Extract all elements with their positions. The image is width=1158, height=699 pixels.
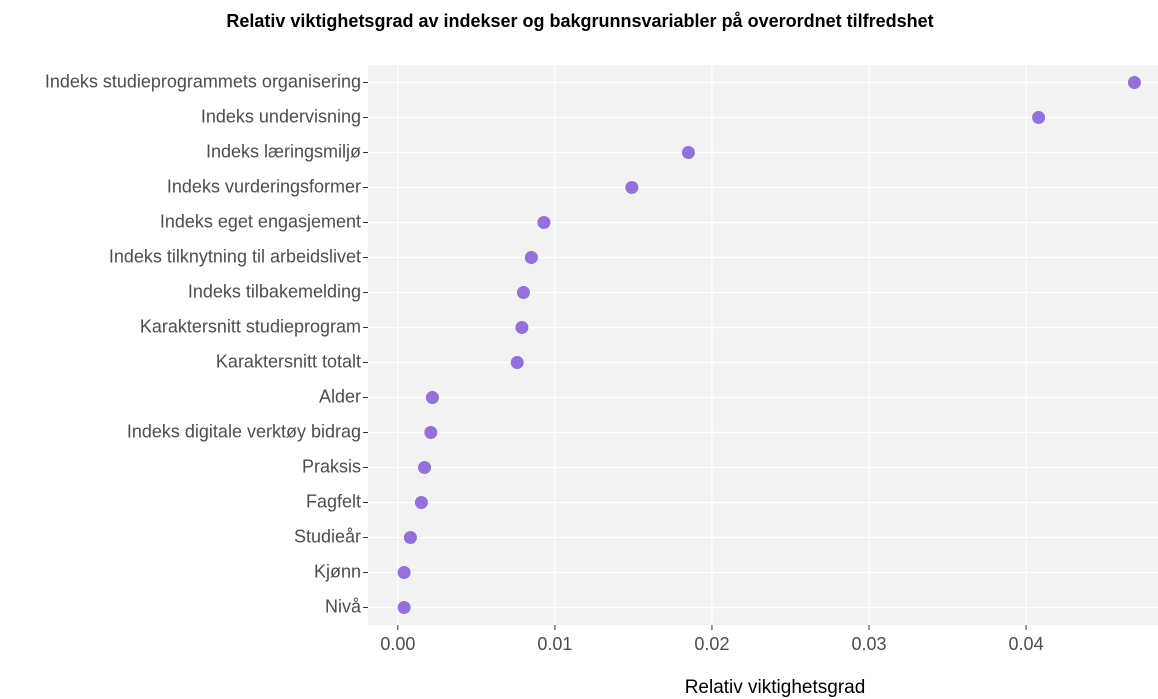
chart-title: Relativ viktighetsgrad av indekser og ba… xyxy=(226,11,933,31)
y-tick-label: Karaktersnitt totalt xyxy=(216,351,361,371)
y-tick-label: Alder xyxy=(319,386,361,406)
plot-panel xyxy=(368,65,1158,625)
y-tick-label: Studieår xyxy=(294,526,361,546)
x-tick-label: 0.01 xyxy=(537,634,572,654)
dot xyxy=(418,461,432,474)
dot xyxy=(625,181,639,194)
y-tick-label: Indeks undervisning xyxy=(201,106,361,126)
y-tick-label: Fagfelt xyxy=(306,491,361,511)
dot xyxy=(515,321,529,334)
y-tick-label: Indeks vurderingsformer xyxy=(167,176,361,196)
dot xyxy=(403,531,417,544)
y-tick-label: Indeks eget engasjement xyxy=(160,211,361,231)
dot xyxy=(681,146,695,159)
y-tick-label: Kjønn xyxy=(314,561,361,581)
dot xyxy=(1032,111,1046,124)
y-tick-label: Indeks tilbakemelding xyxy=(188,281,361,301)
dot xyxy=(425,391,439,404)
y-tick-label: Indeks tilknytning til arbeidslivet xyxy=(109,246,361,266)
x-tick-label: 0.02 xyxy=(694,634,729,654)
dot xyxy=(397,566,411,579)
x-tick-label: 0.04 xyxy=(1009,634,1044,654)
y-tick-label: Nivå xyxy=(325,596,362,616)
dot xyxy=(1127,76,1141,89)
y-tick-label: Indeks digitale verktøy bidrag xyxy=(127,421,361,441)
dot xyxy=(414,496,428,509)
dot xyxy=(524,251,538,264)
y-tick-label: Karaktersnitt studieprogram xyxy=(140,316,361,336)
y-tick-label: Indeks læringsmiljø xyxy=(206,141,361,161)
dot xyxy=(397,601,411,614)
y-tick-label: Indeks studieprogrammets organisering xyxy=(45,71,361,91)
x-tick-label: 0.00 xyxy=(380,634,415,654)
x-axis-title: Relativ viktighetsgrad xyxy=(685,677,866,698)
y-tick-label: Praksis xyxy=(302,456,361,476)
dot xyxy=(424,426,438,439)
x-tick-label: 0.03 xyxy=(851,634,886,654)
dot xyxy=(516,286,530,299)
dot xyxy=(510,356,524,369)
dot xyxy=(537,216,551,229)
